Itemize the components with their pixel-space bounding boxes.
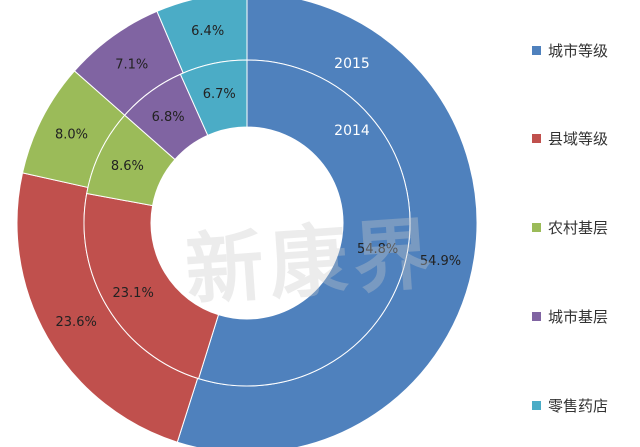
legend-label-1: 县域等级 <box>548 129 609 148</box>
slice-2014-0 <box>197 59 411 387</box>
data-label-2014-4: 6.7% <box>203 87 236 102</box>
legend-item-4: 零售药店 <box>532 395 608 415</box>
legend-swatch-0 <box>532 45 541 55</box>
legend-label-4: 零售药店 <box>548 396 609 415</box>
series-label-2015: 2015 <box>334 56 370 72</box>
data-label-2015-1: 23.6% <box>56 315 97 330</box>
legend-swatch-2 <box>532 222 541 232</box>
donut-chart: 54.9% 23.6% 8.0% 7.1% 6.4% 2015 54.8% 23.1% 8.6%… <box>16 0 478 447</box>
legend-item-0: 城市等级 <box>532 40 608 60</box>
legend-label-2: 农村基层 <box>548 218 609 237</box>
data-label-2014-1: 23.1% <box>113 286 154 301</box>
slice-2014-1 <box>83 192 220 380</box>
legend-swatch-1 <box>532 133 541 143</box>
data-label-2015-0: 54.9% <box>420 254 461 269</box>
data-label-2014-2: 8.6% <box>111 159 144 174</box>
legend-label-0: 城市等级 <box>548 41 609 60</box>
legend-item-2: 农村基层 <box>532 217 608 237</box>
legend-label-3: 城市基层 <box>548 307 609 326</box>
legend-swatch-3 <box>532 311 541 321</box>
data-label-2015-3: 7.1% <box>115 57 148 72</box>
legend-item-3: 城市基层 <box>532 306 608 326</box>
slice-2014-4 <box>179 59 248 137</box>
series-label-2014: 2014 <box>334 123 370 139</box>
legend-swatch-4 <box>532 400 541 410</box>
data-label-2015-4: 6.4% <box>191 24 224 39</box>
data-label-2014-0: 54.8% <box>357 242 398 257</box>
data-label-2014-3: 6.8% <box>152 110 185 125</box>
data-label-2015-2: 8.0% <box>55 128 88 143</box>
legend-item-1: 县域等级 <box>532 128 608 148</box>
